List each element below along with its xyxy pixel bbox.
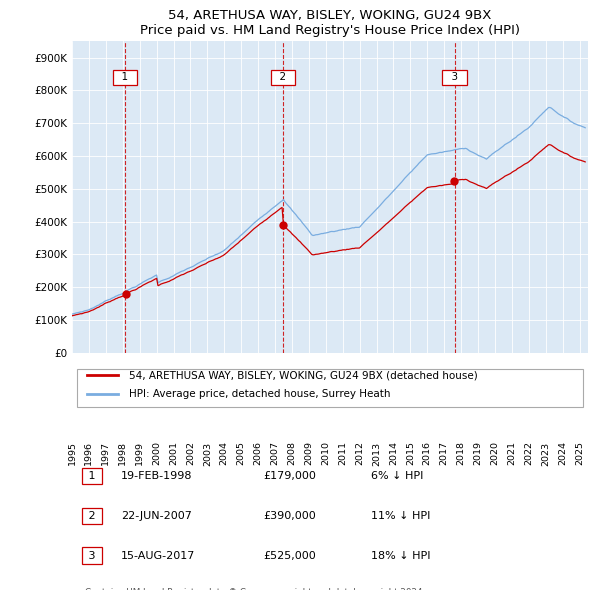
Title: 54, ARETHUSA WAY, BISLEY, WOKING, GU24 9BX
Price paid vs. HM Land Registry's Hou: 54, ARETHUSA WAY, BISLEY, WOKING, GU24 9…	[140, 9, 520, 37]
Text: 1: 1	[85, 471, 99, 481]
FancyBboxPatch shape	[77, 369, 583, 407]
Text: £525,000: £525,000	[263, 551, 316, 560]
Text: 3: 3	[445, 73, 464, 83]
Text: 3: 3	[85, 551, 99, 560]
Text: 18% ↓ HPI: 18% ↓ HPI	[371, 551, 431, 560]
Text: HPI: Average price, detached house, Surrey Heath: HPI: Average price, detached house, Surr…	[129, 389, 390, 399]
Text: £390,000: £390,000	[263, 511, 316, 521]
Text: 54, ARETHUSA WAY, BISLEY, WOKING, GU24 9BX (detached house): 54, ARETHUSA WAY, BISLEY, WOKING, GU24 9…	[129, 370, 478, 380]
Text: 15-AUG-2017: 15-AUG-2017	[121, 551, 196, 560]
Text: 11% ↓ HPI: 11% ↓ HPI	[371, 511, 431, 521]
Text: 2: 2	[273, 73, 293, 83]
Text: 19-FEB-1998: 19-FEB-1998	[121, 471, 193, 481]
Text: 6% ↓ HPI: 6% ↓ HPI	[371, 471, 424, 481]
Text: 1: 1	[115, 73, 135, 83]
Text: £179,000: £179,000	[263, 471, 316, 481]
Text: Contains HM Land Registry data © Crown copyright and database right 2024.: Contains HM Land Registry data © Crown c…	[85, 588, 425, 590]
Text: 22-JUN-2007: 22-JUN-2007	[121, 511, 192, 521]
Text: 2: 2	[85, 511, 99, 521]
